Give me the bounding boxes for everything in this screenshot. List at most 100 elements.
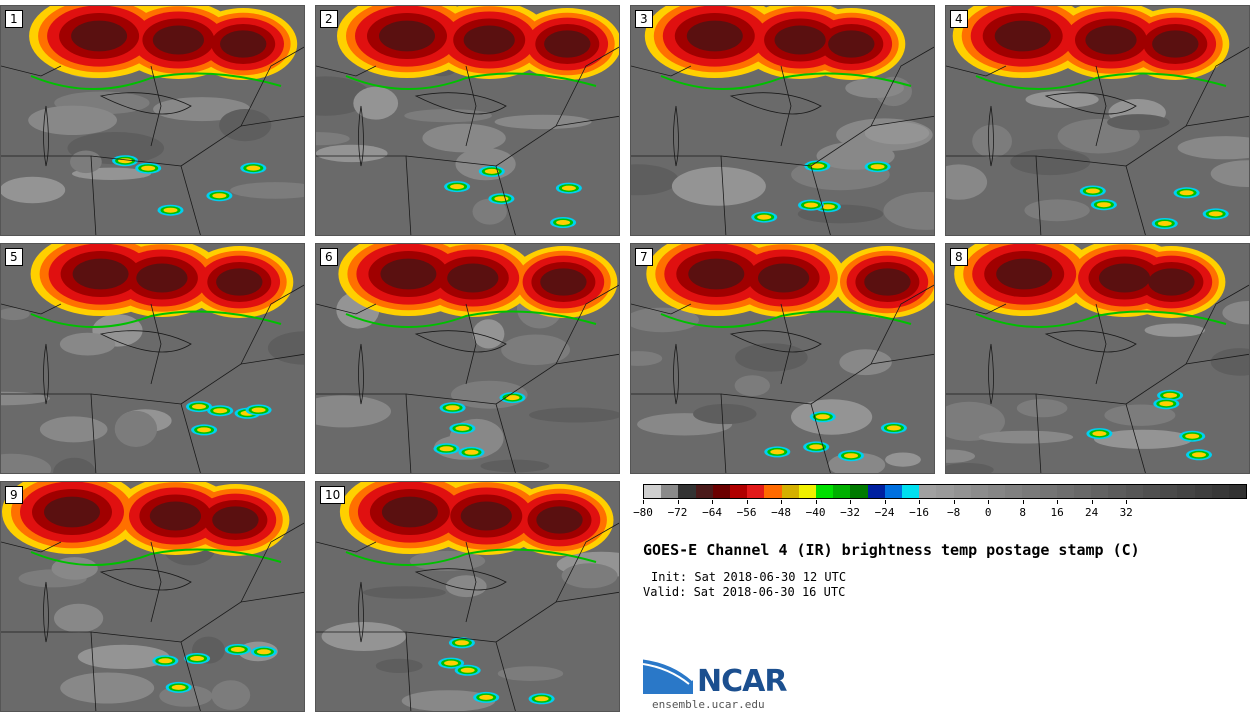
postage-stamp-panel: 3 [630,5,935,236]
colorbar-tick-mark [1022,500,1024,504]
satellite-image [1,482,304,711]
ncar-logo [642,656,803,698]
colorbar-segment [1142,485,1161,498]
panel-number-label: 1 [5,10,23,28]
colorbar-tick-mark [781,500,783,504]
satellite-image [1,6,304,235]
colorbar-segment [1039,485,1057,498]
postage-stamp-panel: 8 [945,243,1250,474]
colorbar-tick-label: 0 [984,506,992,519]
satellite-image [946,244,1249,473]
colorbar-tick-mark [1091,500,1093,504]
ncar-logo-text: NCAR [697,664,787,699]
colorbar-tick-label: −32 [840,506,861,519]
colorbar-segment [1074,485,1092,498]
postage-stamp-panel: 2 [315,5,620,236]
colorbar-segment [678,485,696,498]
panel-number-label: 7 [635,248,653,266]
panel-number-label: 2 [320,10,338,28]
satellite-image [631,244,934,473]
colorbar-tick-mark [953,500,955,504]
colorbar-segment [1211,485,1229,498]
colorbar-tick-mark [850,500,852,504]
colorbar-tick-mark [884,500,886,504]
colorbar-segment [1108,485,1126,498]
colorbar-segment [1160,485,1178,498]
colorbar-tick-mark [815,500,817,504]
colorbar-segment [1005,485,1023,498]
colorbar-segment [695,485,713,498]
colorbar-tick-mark [1057,500,1059,504]
postage-stamp-panel: 7 [630,243,935,474]
panel-number-label: 6 [320,248,338,266]
satellite-image [316,482,619,711]
satellite-image [946,6,1249,235]
satellite-image [631,6,934,235]
colorbar-tick-label: −72 [667,506,688,519]
panel-number-label: 3 [635,10,653,28]
colorbar-tick-mark [643,500,644,504]
postage-stamp-panel: 9 [0,481,305,712]
satellite-image [1,244,304,473]
init-time: Init: Sat 2018-06-30 12 UTC [651,570,847,584]
colorbar-segment [781,485,799,498]
colorbar-segment [764,485,782,498]
colorbar-segment [644,485,662,498]
colorbar-tick-label: 8 [1019,506,1026,519]
postage-stamp-panel: 4 [945,5,1250,236]
colorbar-tick-label: −24 [874,506,895,519]
colorbar-tick-mark [988,500,990,504]
panel-number-label: 8 [950,248,968,266]
satellite-image [316,6,619,235]
colorbar-segment [902,485,920,498]
colorbar-segment [970,485,989,498]
colorbar-segment [850,485,868,498]
colorbar-tick-label: −80 [633,506,653,519]
postage-stamp-panel: 6 [315,243,620,474]
satellite-image [316,244,619,473]
colorbar-tick-mark [1126,500,1128,504]
colorbar-segment [919,485,937,498]
panel-number-label: 10 [320,486,346,504]
colorbar-segment [1125,485,1143,498]
colorbar-segment [661,485,679,498]
panel-number-label: 4 [950,10,968,28]
colorbar-segment [833,485,851,498]
colorbar-segment [798,485,817,498]
postage-stamp-panel: 1 [0,5,305,236]
colorbar-tick-label: 32 [1119,506,1133,519]
ncar-logo-icon [642,656,695,694]
colorbar-segment [747,485,765,498]
colorbar-tick-label: −48 [771,506,791,519]
panel-number-label: 9 [5,486,23,504]
colorbar-tick-label: −8 [947,506,961,519]
colorbar-tick-label: −56 [736,506,757,519]
figure-title: GOES-E Channel 4 (IR) brightness temp po… [643,541,1140,559]
colorbar-tick-label: 24 [1085,506,1099,519]
colorbar-tick-mark [919,500,921,504]
colorbar-segment [936,485,954,498]
colorbar-tick-mark [746,500,748,504]
colorbar-tick-mark [677,500,679,504]
colorbar-segment [1091,485,1109,498]
colorbar-tick-label: −40 [805,506,826,519]
panel-number-label: 5 [5,248,23,266]
website-text: ensemble.ucar.edu [652,698,765,711]
colorbar-segment [1177,485,1195,498]
colorbar-segment [816,485,834,498]
colorbar-segment [988,485,1006,498]
colorbar-segment [884,485,903,498]
colorbar-tick-label: 16 [1050,506,1064,519]
postage-stamp-panel: 10 [315,481,620,712]
colorbar-segment [953,485,971,498]
colorbar-tick-label: −64 [702,506,722,519]
colorbar-segment [712,485,731,498]
colorbar-tick-label: −16 [909,506,930,519]
colorbar-ticks: −80 −72 −64 −56 −48 −40 −32 −24 −16 −8 0 8 16 24 32 [633,500,1247,520]
colorbar-segment [730,485,748,498]
colorbar-segment [1022,485,1040,498]
colorbar-segment [867,485,885,498]
colorbar-segment [1056,485,1075,498]
colorbar-tick-mark [712,500,714,504]
colorbar-segment [1194,485,1212,498]
